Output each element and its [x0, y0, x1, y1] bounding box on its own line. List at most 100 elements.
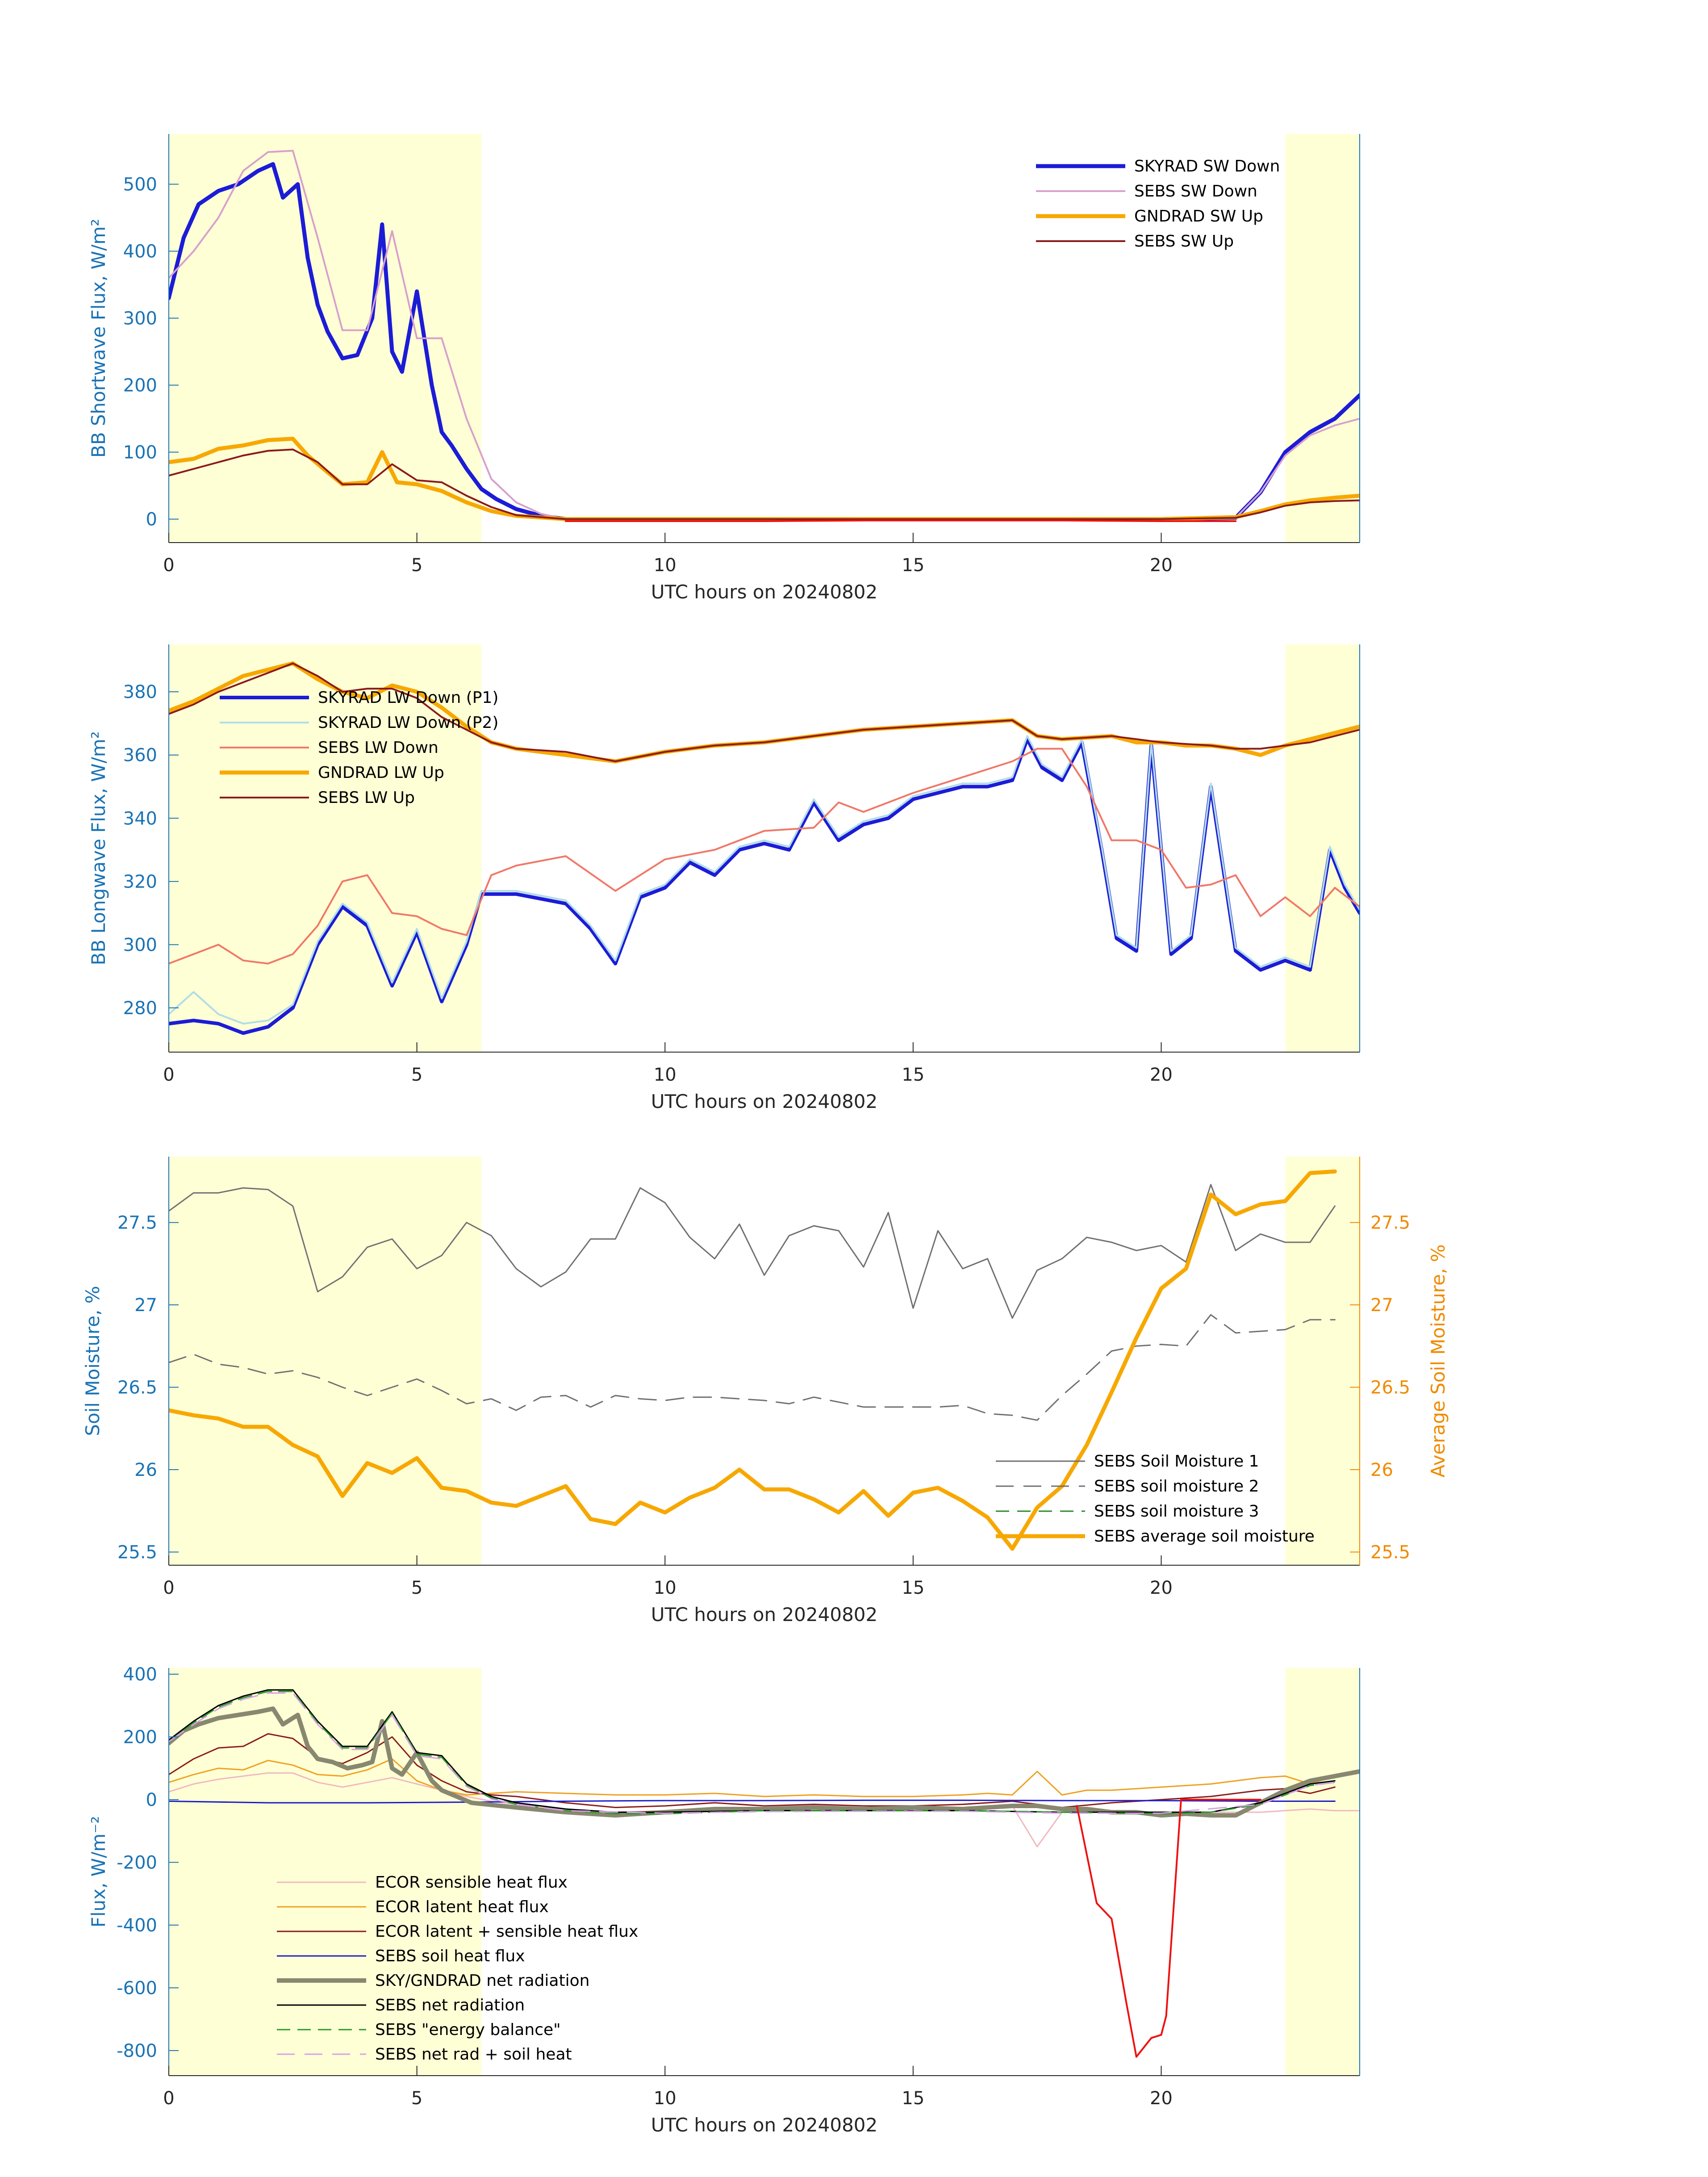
legend-label: GNDRAD SW Up — [1134, 207, 1263, 226]
series-line-sebs-soil-moisture-1 — [169, 1184, 1336, 1319]
legend-label: SKY/GNDRAD net radiation — [375, 1972, 589, 1990]
series-line-sebs-sw-up — [169, 448, 1360, 520]
legend-label: SEBS net rad + soil heat — [375, 2045, 572, 2064]
y-tick-label: -800 — [117, 2041, 157, 2061]
y-tick-label: 400 — [123, 1664, 157, 1685]
y2-tick-label: 25.5 — [1370, 1542, 1410, 1563]
legend-label: SEBS LW Down — [318, 739, 438, 757]
series-group — [169, 661, 1360, 1035]
y-tick-label: 27.5 — [117, 1213, 157, 1233]
legend: ECOR sensible heat flux ECOR latent heat … — [277, 1873, 638, 2064]
y-axis-label: Soil Moisture, % — [82, 1286, 104, 1436]
y-tick-label: -400 — [117, 1915, 157, 1936]
series-line-sebs-lw-down — [169, 748, 1360, 965]
legend-label: ECOR latent + sensible heat flux — [375, 1922, 638, 1941]
y-tick-label: -200 — [117, 1852, 157, 1873]
y-tick-label: 0 — [146, 1790, 157, 1810]
y-axis-label: BB Shortwave Flux, W/m² — [88, 219, 109, 458]
y-tick-label: 500 — [123, 175, 157, 195]
chart-panel-3: 0 5 10 15 20 UTC hours on 20240802 25.5 25.5 26 2… — [82, 1157, 1449, 1625]
series-line-sebs-soil-moisture-2 — [169, 1314, 1336, 1421]
x-axis-label: UTC hours on 20240802 — [651, 2114, 878, 2136]
legend-label: SEBS average soil moisture — [1094, 1527, 1315, 1546]
x-tick-label: 10 — [654, 2088, 677, 2109]
y2-tick-label: 27.5 — [1370, 1213, 1410, 1233]
x-tick-label: 15 — [902, 2088, 924, 2109]
x-tick-label: 5 — [411, 2088, 422, 2109]
x-tick-label: 10 — [654, 1065, 677, 1085]
x-tick-label: 5 — [411, 1578, 422, 1598]
series-line-bad — [565, 519, 1237, 522]
night-shading — [169, 1668, 482, 2076]
legend-label: SEBS net radiation — [375, 1996, 525, 2014]
x-axis-label: UTC hours on 20240802 — [651, 1091, 878, 1112]
series-group — [169, 1689, 1360, 2058]
y-tick-label: 27 — [134, 1295, 157, 1316]
y-tick-label: 26.5 — [117, 1378, 157, 1398]
series-line-sebs-lw-up — [169, 662, 1360, 762]
night-shading — [1285, 134, 1360, 543]
legend-label: SEBS soil moisture 2 — [1094, 1477, 1259, 1496]
series-line-sebs-net-rad-soil-heat — [169, 1692, 1336, 1814]
x-tick-label: 20 — [1150, 1578, 1173, 1598]
x-tick-label: 20 — [1150, 555, 1173, 576]
legend: SEBS Soil Moisture 1 SEBS soil moisture 2… — [996, 1452, 1315, 1546]
night-shading — [1285, 1668, 1360, 2076]
series-line-skyrad-lw-down-p2 — [169, 735, 1360, 1025]
y-tick-label: 400 — [123, 242, 157, 262]
y-tick-label: 380 — [123, 682, 157, 702]
x-tick-label: 5 — [411, 1065, 422, 1085]
x-tick-label: 15 — [902, 1578, 924, 1598]
series-line-ecor-latent-heat-flux — [169, 1758, 1336, 1797]
x-tick-label: 0 — [163, 1065, 174, 1085]
y-tick-label: 280 — [123, 998, 157, 1019]
legend-label: GNDRAD LW Up — [318, 764, 444, 782]
series-line-sebs-average-soil-moisture — [169, 1169, 1337, 1551]
y2-tick-label: 27 — [1370, 1295, 1393, 1316]
series-line-skyrad-lw-down-p1 — [169, 737, 1360, 1035]
series-line-bad — [1076, 1799, 1261, 2058]
y-tick-label: 200 — [123, 1727, 157, 1748]
x-tick-label: 10 — [654, 1578, 677, 1598]
y-tick-label: 340 — [123, 808, 157, 829]
series-group — [169, 1169, 1337, 1551]
y-tick-label: 26 — [134, 1460, 157, 1480]
y-tick-label: 0 — [146, 510, 157, 530]
legend-label: SEBS LW Up — [318, 789, 415, 807]
legend-label: SEBS soil heat flux — [375, 1947, 525, 1965]
series-line-sky-gndrad-net-radiation — [169, 1706, 1360, 1818]
night-shading — [169, 1157, 482, 1565]
series-line-gndrad-sw-up — [169, 437, 1360, 521]
y-axis-label: BB Longwave Flux, W/m² — [88, 731, 109, 965]
x-tick-label: 10 — [654, 555, 677, 576]
series-line-sebs-net-radiation — [169, 1689, 1336, 1813]
legend-label: SEBS soil moisture 3 — [1094, 1502, 1259, 1521]
x-tick-label: 20 — [1150, 1065, 1173, 1085]
x-tick-label: 0 — [163, 555, 174, 576]
legend-label: SEBS SW Up — [1134, 232, 1234, 251]
series-group — [169, 150, 1360, 522]
legend-label: SKYRAD SW Down — [1134, 157, 1280, 175]
y-tick-label: 100 — [123, 443, 157, 463]
y-tick-label: 360 — [123, 745, 157, 766]
night-shading — [1285, 1157, 1360, 1565]
chart-panel-2: 0 5 10 15 20 UTC hours on 20240802 280 300 320 34… — [88, 644, 1360, 1112]
x-tick-label: 15 — [902, 555, 924, 576]
legend-label: SEBS Soil Moisture 1 — [1094, 1452, 1259, 1471]
x-tick-label: 20 — [1150, 2088, 1173, 2109]
legend-label: SEBS SW Down — [1134, 182, 1257, 201]
x-axis-label: UTC hours on 20240802 — [651, 1604, 878, 1625]
legend: SKYRAD LW Down (P1) SKYRAD LW Down (P2) SE… — [220, 689, 498, 807]
x-tick-label: 5 — [411, 555, 422, 576]
night-shading — [169, 644, 482, 1052]
night-shading — [1285, 644, 1360, 1052]
legend: SKYRAD SW Down SEBS SW Down GNDRAD SW Up SE… — [1036, 157, 1280, 251]
y2-tick-label: 26.5 — [1370, 1378, 1410, 1398]
y-tick-label: 25.5 — [117, 1542, 157, 1563]
series-line-sebs-sw-down — [169, 150, 1360, 520]
y2-tick-label: 26 — [1370, 1460, 1393, 1480]
x-tick-label: 0 — [163, 1578, 174, 1598]
y-tick-label: 300 — [123, 935, 157, 955]
